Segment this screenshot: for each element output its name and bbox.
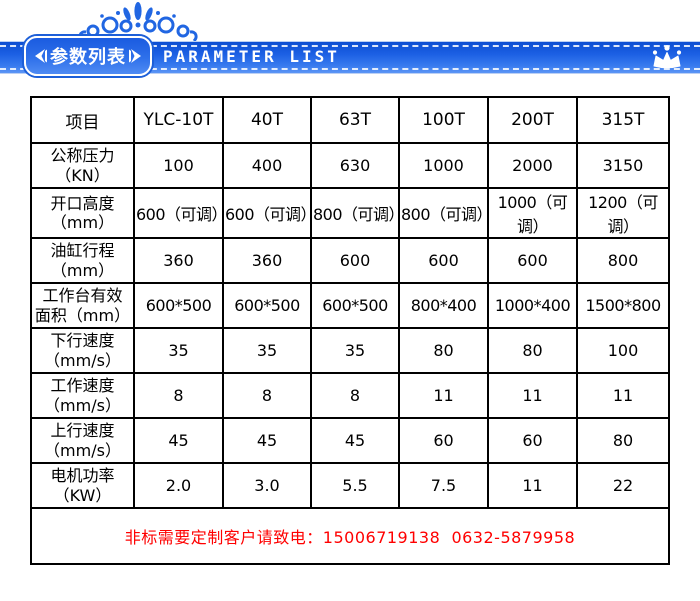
- value-cell: 400: [222, 142, 312, 189]
- row-label: 电机功率 （KW）: [30, 462, 135, 509]
- value-cell: 8: [222, 372, 312, 419]
- header-cell-model: 315T: [576, 96, 670, 144]
- value-cell: 1500*800: [576, 282, 670, 329]
- value-cell: 1000（可调）: [487, 187, 578, 239]
- value-cell: 8: [310, 372, 400, 419]
- value-cell: 1000*400: [487, 282, 578, 329]
- value-cell: 600*500: [133, 282, 224, 329]
- value-cell: 600（可调）: [133, 187, 224, 239]
- value-cell: 600（可调）: [222, 187, 312, 239]
- wing-right-icon: [129, 49, 141, 63]
- value-cell: 2000: [487, 142, 578, 189]
- row-label: 公称压力 （KN）: [30, 142, 135, 189]
- value-cell: 60: [398, 417, 489, 464]
- value-cell: 600: [398, 237, 489, 284]
- value-cell: 600*500: [222, 282, 312, 329]
- table-row: 工作台有效 面积（mm） 600*500 600*500 600*500 800*400 1…: [30, 282, 670, 329]
- value-cell: 45: [310, 417, 400, 464]
- table-row: 公称压力 （KN） 100 400 630 1000 2000 3150: [30, 142, 670, 189]
- table-row: 上行速度 （mm/s） 45 45 45 60 60 80: [30, 417, 670, 464]
- value-cell: 2.0: [133, 462, 224, 509]
- value-cell: 800（可调）: [310, 187, 400, 239]
- row-label: 开口高度 （mm）: [30, 187, 135, 239]
- value-cell: 3.0: [222, 462, 312, 509]
- value-cell: 11: [398, 372, 489, 419]
- value-cell: 1000: [398, 142, 489, 189]
- header-cell-model: 63T: [310, 96, 400, 144]
- value-cell: 8: [133, 372, 224, 419]
- value-cell: 1200（可调）: [576, 187, 670, 239]
- value-cell: 22: [576, 462, 670, 509]
- badge-label: 参数列表: [50, 47, 126, 68]
- header-cell-model: 100T: [398, 96, 489, 144]
- row-label: 油缸行程 （mm）: [30, 237, 135, 284]
- table-row: 工作速度 （mm/s） 8 8 8 11 11 11: [30, 372, 670, 419]
- value-cell: 800（可调）: [398, 187, 489, 239]
- value-cell: 45: [222, 417, 312, 464]
- row-label: 上行速度 （mm/s）: [30, 417, 135, 464]
- value-cell: 800*400: [398, 282, 489, 329]
- value-cell: 600*500: [310, 282, 400, 329]
- page-title: PARAMETER LIST: [163, 47, 340, 66]
- header-cell-model: 200T: [487, 96, 578, 144]
- header-cell-model: 40T: [222, 96, 312, 144]
- crown-icon: [652, 45, 682, 69]
- value-cell: 360: [133, 237, 224, 284]
- value-cell: 11: [576, 372, 670, 419]
- wing-left-icon: [35, 49, 47, 63]
- flourish-ornament-icon: [78, 2, 198, 43]
- value-cell: 11: [487, 462, 578, 509]
- value-cell: 35: [133, 327, 224, 374]
- parameter-badge: 参数列表: [24, 36, 152, 76]
- notice-row: 非标需要定制客户请致电：15006719138 0632-5879958: [30, 507, 670, 565]
- row-label: 工作台有效 面积（mm）: [30, 282, 135, 329]
- value-cell: 630: [310, 142, 400, 189]
- value-cell: 800: [576, 237, 670, 284]
- value-cell: 5.5: [310, 462, 400, 509]
- value-cell: 100: [576, 327, 670, 374]
- header-cell-model: YLC-10T: [133, 96, 224, 144]
- table-header-row: 项目 YLC-10T 40T 63T 100T 200T 315T: [30, 96, 670, 144]
- value-cell: 7.5: [398, 462, 489, 509]
- parameter-table: 项目 YLC-10T 40T 63T 100T 200T 315T 公称压力 （KN） 100 4…: [30, 96, 670, 565]
- value-cell: 600: [310, 237, 400, 284]
- value-cell: 45: [133, 417, 224, 464]
- table-row: 开口高度 （mm） 600（可调） 600（可调） 800（可调） 800（可调） 1000…: [30, 187, 670, 239]
- value-cell: 600: [487, 237, 578, 284]
- custom-order-notice: 非标需要定制客户请致电：15006719138 0632-5879958: [30, 507, 670, 565]
- value-cell: 80: [487, 327, 578, 374]
- value-cell: 80: [576, 417, 670, 464]
- value-cell: 80: [398, 327, 489, 374]
- value-cell: 35: [310, 327, 400, 374]
- value-cell: 100: [133, 142, 224, 189]
- row-label: 下行速度 （mm/s）: [30, 327, 135, 374]
- value-cell: 11: [487, 372, 578, 419]
- value-cell: 360: [222, 237, 312, 284]
- row-label: 工作速度 （mm/s）: [30, 372, 135, 419]
- value-cell: 60: [487, 417, 578, 464]
- table-row: 电机功率 （KW） 2.0 3.0 5.5 7.5 11 22: [30, 462, 670, 509]
- header-cell-item: 项目: [30, 96, 135, 144]
- table-row: 下行速度 （mm/s） 35 35 35 80 80 100: [30, 327, 670, 374]
- table-row: 油缸行程 （mm） 360 360 600 600 600 800: [30, 237, 670, 284]
- value-cell: 35: [222, 327, 312, 374]
- value-cell: 3150: [576, 142, 670, 189]
